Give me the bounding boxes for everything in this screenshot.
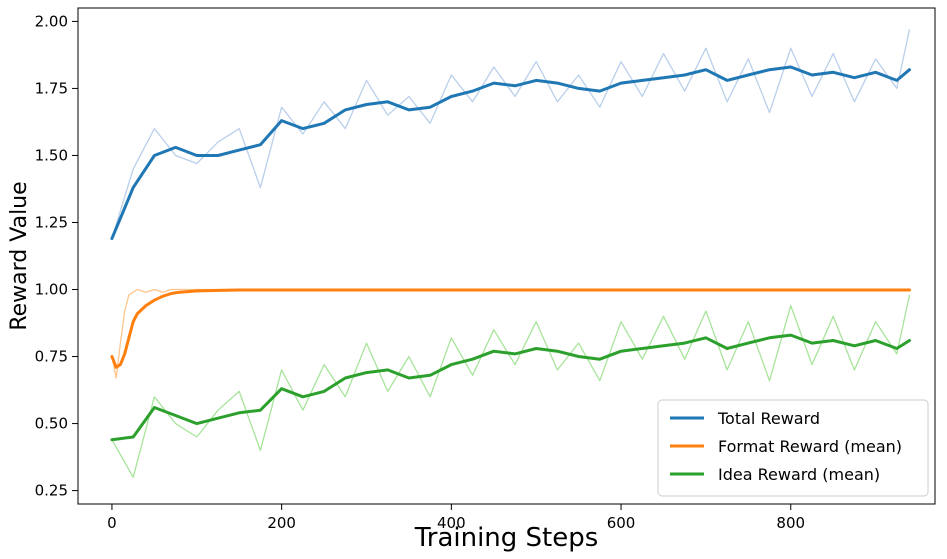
y-tick-label: 1.75: [35, 79, 68, 97]
format-reward-mean-legend-label: Format Reward (mean): [718, 437, 902, 456]
plot-frame: [77, 7, 936, 505]
total-reward-line: [110, 65, 911, 241]
y-tick-label: 0.50: [35, 415, 68, 433]
chart-legend: Total Reward Format Reward (mean) Idea Rew…: [657, 399, 929, 497]
idea-reward-mean-legend-label: Idea Reward (mean): [718, 465, 880, 484]
x-tick-label: 600: [607, 514, 636, 532]
x-tick-label: 0: [107, 514, 117, 532]
x-axis-ticks: 0 200 400 600 800: [107, 504, 805, 532]
smoothed-series-layer: [110, 65, 911, 442]
x-tick-label: 400: [437, 514, 466, 532]
format-reward-mean-line: [110, 288, 911, 369]
y-tick-label: 1.50: [35, 146, 68, 164]
y-tick-label: 0.25: [35, 482, 68, 500]
total-reward-legend-label: Total Reward: [717, 409, 820, 428]
y-tick-label: 1.00: [35, 281, 68, 299]
x-tick-label: 200: [267, 514, 296, 532]
y-axis-title: Reward Value: [7, 181, 32, 330]
legend-box: [657, 399, 929, 497]
x-tick-label: 800: [776, 514, 805, 532]
x-axis-title: Training Steps: [414, 523, 599, 553]
y-tick-label: 0.75: [35, 348, 68, 366]
y-axis-ticks: 0.25 0.50 0.75 1.00 1.25 1.50 1.75 2.00: [35, 12, 78, 500]
y-tick-label: 2.00: [35, 12, 68, 30]
y-tick-label: 1.25: [35, 213, 68, 231]
total-reward-raw-line: [111, 29, 911, 239]
idea-reward-mean-line: [110, 333, 911, 442]
